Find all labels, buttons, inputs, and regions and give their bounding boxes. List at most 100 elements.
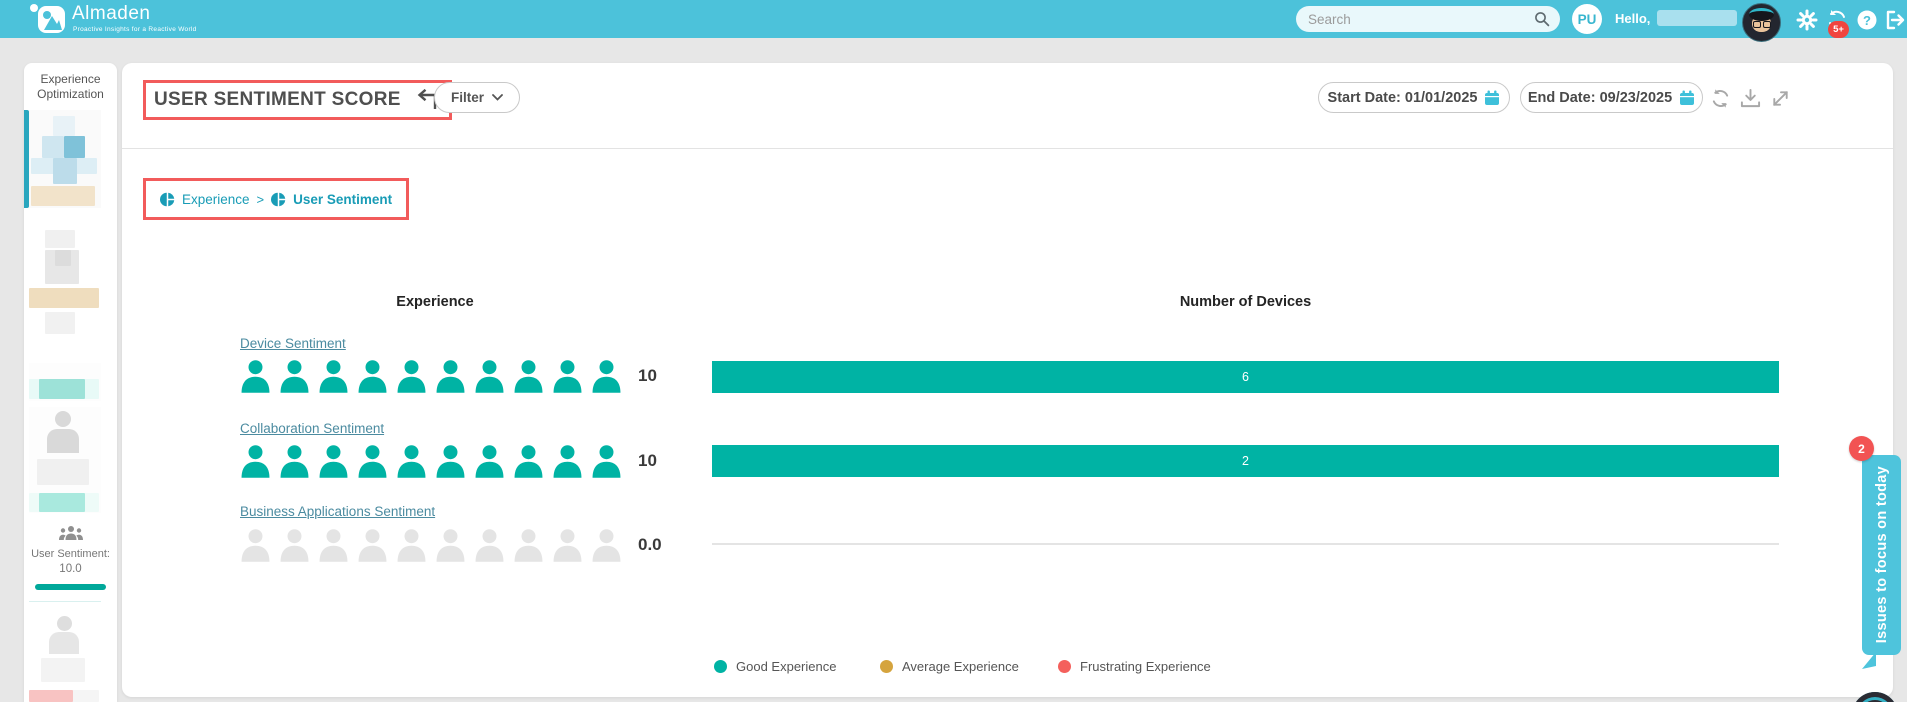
- brand-name: Almaden: [72, 3, 151, 24]
- collaboration-sentiment-score: 10: [638, 451, 657, 470]
- filter-label: Filter: [450, 90, 484, 105]
- person-icon: [436, 445, 465, 478]
- search-icon: [1535, 12, 1550, 27]
- person-icon: [319, 445, 348, 478]
- almaden-logo-icon[interactable]: [38, 6, 65, 33]
- average-experience-dot: [880, 660, 893, 673]
- person-icon: [358, 445, 387, 478]
- person-icon: [397, 360, 426, 393]
- person-icon: [553, 360, 582, 393]
- good-experience-dot: [714, 660, 727, 673]
- person-icon: [280, 360, 309, 393]
- start-date-button[interactable]: Start Date: 01/01/2025: [1318, 82, 1510, 113]
- search-input[interactable]: [1306, 10, 1534, 28]
- person-icon: [241, 445, 270, 478]
- collaboration-sentiment-link[interactable]: Collaboration Sentiment: [240, 421, 385, 436]
- users-group-icon: [24, 525, 117, 546]
- device-sentiment-bar-track: 6: [712, 361, 1779, 393]
- issues-to-focus-tab[interactable]: Issues to focus on today: [1862, 455, 1901, 655]
- sidebar-user-sentiment-value: 10.0: [59, 563, 82, 575]
- global-search[interactable]: [1296, 6, 1560, 32]
- device-count-bar[interactable]: 6: [712, 361, 1779, 393]
- pie-chart-icon: [271, 192, 286, 206]
- start-date-label: Start Date: 01/01/2025: [1327, 89, 1478, 106]
- download-icon[interactable]: [1740, 88, 1761, 109]
- logo-glyph: [43, 11, 62, 30]
- avatar-glasses-right: [1763, 21, 1771, 28]
- bar-value: 2: [1242, 454, 1249, 468]
- person-icon: [475, 360, 504, 393]
- legend-average-experience: Average Experience: [880, 659, 1019, 674]
- help-icon[interactable]: ?: [1856, 9, 1878, 31]
- end-date-button[interactable]: End Date: 09/23/2025: [1520, 82, 1703, 113]
- person-icon: [241, 529, 270, 562]
- breadcrumb-experience-link[interactable]: Experience: [182, 191, 250, 207]
- issues-count-badge[interactable]: 2: [1849, 436, 1874, 461]
- expand-icon[interactable]: [1770, 88, 1791, 109]
- toolbar-divider: [122, 148, 1893, 149]
- avatar-glasses-left: [1753, 21, 1761, 28]
- person-icon: [436, 360, 465, 393]
- business-applications-pictogram: [240, 526, 622, 566]
- user-avatar[interactable]: [1742, 3, 1781, 42]
- report-thumbnail[interactable]: [29, 110, 101, 208]
- report-thumbnail[interactable]: [29, 602, 101, 702]
- person-icon: [553, 529, 582, 562]
- empty-bar-baseline: [712, 543, 1779, 545]
- notification-count-badge[interactable]: 5+: [1828, 21, 1849, 38]
- refresh-icon[interactable]: [1710, 88, 1731, 109]
- breadcrumb-user-sentiment[interactable]: User Sentiment: [293, 191, 393, 207]
- logo-dot: [30, 4, 38, 12]
- collaboration-sentiment-bar-track: 2: [712, 445, 1779, 477]
- greeting-text: Hello,: [1615, 11, 1651, 26]
- chart-legend: Good Experience Average Experience Frust…: [712, 659, 1779, 679]
- user-sentiment-panel: USER SENTIMENT SCORE Filter Start Date: …: [122, 63, 1893, 697]
- issues-tab-tail: [1862, 652, 1876, 669]
- breadcrumb: Experience > User Sentiment: [143, 178, 410, 220]
- business-applications-bar-track: [712, 527, 1779, 559]
- device-count-bar[interactable]: 2: [712, 445, 1779, 477]
- top-navigation-bar: Almaden Proactive Insights for a Reactiv…: [0, 0, 1907, 42]
- report-thumbnail[interactable]: [29, 407, 101, 513]
- person-icon: [592, 529, 621, 562]
- report-thumbnail[interactable]: [29, 226, 101, 341]
- filter-button[interactable]: Filter: [434, 82, 520, 113]
- redacted-username: [1657, 10, 1737, 26]
- page-title: USER SENTIMENT SCORE: [154, 89, 401, 110]
- settings-gear-icon[interactable]: [1796, 9, 1818, 31]
- person-icon: [397, 445, 426, 478]
- device-sentiment-score: 10: [638, 366, 657, 385]
- person-icon: [592, 445, 621, 478]
- chat-widget-button[interactable]: [1852, 692, 1898, 702]
- sidebar-title: Experience Optimization: [37, 72, 104, 101]
- person-icon: [514, 360, 543, 393]
- legend-frustrating-experience: Frustrating Experience: [1058, 659, 1211, 674]
- end-date-label: End Date: 09/23/2025: [1527, 89, 1673, 106]
- person-icon: [319, 360, 348, 393]
- calendar-icon: [1485, 90, 1500, 105]
- legend-good-experience: Good Experience: [714, 659, 836, 674]
- report-thumbnail[interactable]: [29, 363, 101, 401]
- person-icon: [358, 360, 387, 393]
- device-sentiment-link[interactable]: Device Sentiment: [240, 336, 346, 351]
- svg-text:?: ?: [1863, 13, 1871, 28]
- user-initials-badge[interactable]: PU: [1572, 4, 1602, 34]
- breadcrumb-separator: >: [256, 191, 265, 207]
- user-sentiment-progress-bar: [35, 584, 106, 590]
- person-icon: [436, 529, 465, 562]
- experience-column-header: Experience: [396, 294, 474, 310]
- person-icon: [553, 445, 582, 478]
- chevron-down-icon: [492, 94, 503, 101]
- logout-icon[interactable]: [1884, 9, 1906, 31]
- sidebar-user-sentiment-label: User Sentiment:: [31, 548, 110, 560]
- calendar-icon: [1680, 90, 1695, 105]
- issues-tab-label: Issues to focus on today: [1873, 466, 1890, 644]
- person-icon: [592, 360, 621, 393]
- device-sentiment-pictogram: [240, 357, 622, 397]
- report-sidebar: Experience Optimization: [24, 63, 117, 702]
- person-icon: [358, 529, 387, 562]
- person-icon: [280, 529, 309, 562]
- business-applications-sentiment-link[interactable]: Business Applications Sentiment: [240, 504, 436, 519]
- person-icon: [319, 529, 348, 562]
